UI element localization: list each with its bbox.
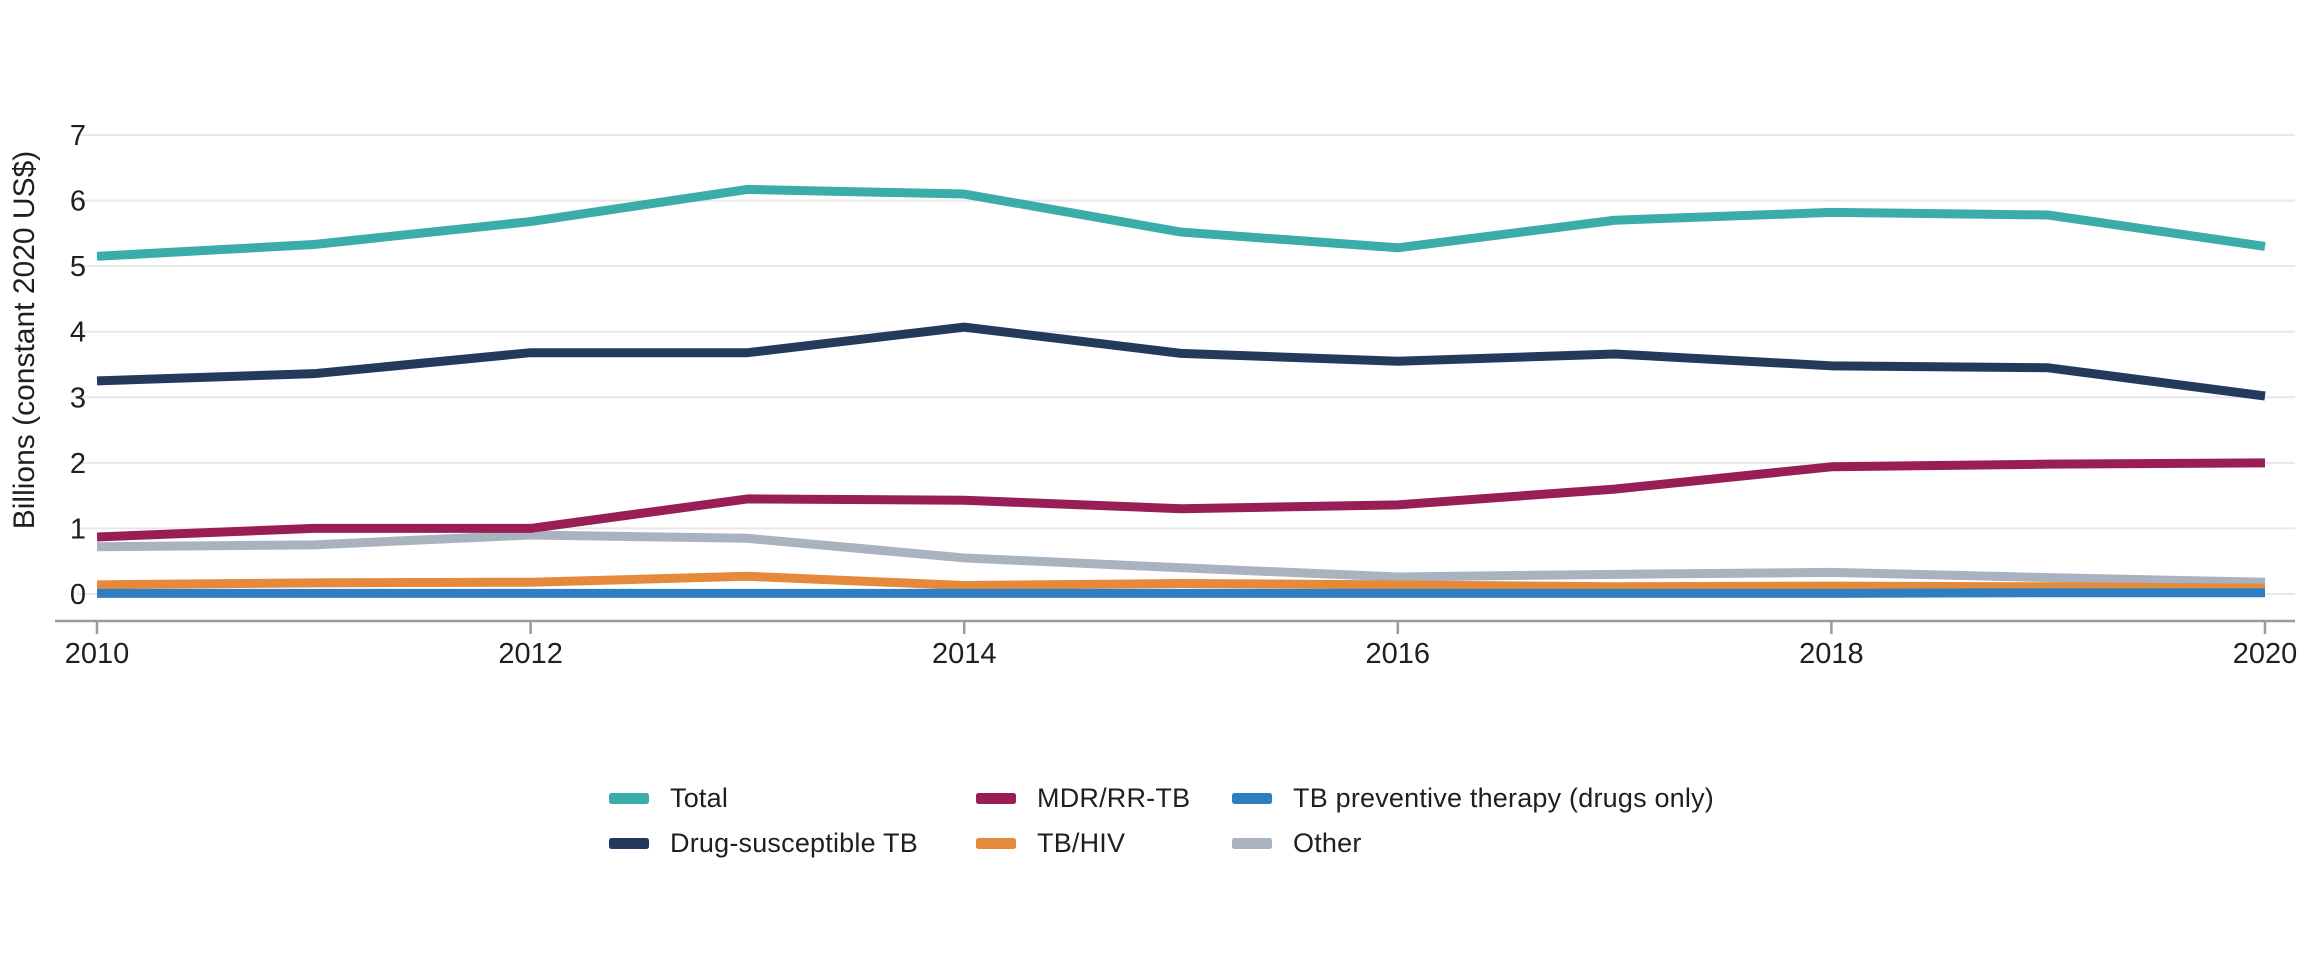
y-tick-label-7: 7 (70, 120, 86, 152)
series-line-total (96, 184, 2266, 261)
legend-item-tb-preventive-therapy-drugs-only: TB preventive therapy (drugs only) (1232, 781, 1714, 815)
legend-swatch-other (1232, 837, 1272, 849)
y-axis-title: Billions (constant 2020 US$) (8, 151, 41, 530)
x-tick-label-2010: 2010 (65, 638, 130, 670)
y-tick-label-4: 4 (70, 317, 86, 349)
tb-spending-line-chart: 0 1 2 3 4 5 6 7 2010 2012 2014 2016 2018 2020 Billions… (8, 120, 2298, 670)
y-tick-label-3: 3 (70, 382, 86, 414)
y-tick-label-2: 2 (70, 448, 86, 480)
legend-swatch-drug-susceptible-tb (609, 837, 649, 849)
legend-item-total: Total (609, 781, 728, 815)
legend-swatch-tb-hiv (976, 837, 1016, 849)
x-tick-label-2018: 2018 (1799, 638, 1864, 670)
legend-label-mdr-rr-tb: MDR/RR-TB (1037, 782, 1191, 813)
series-line-drug-susceptible-tb (96, 322, 2266, 401)
x-axis-ticks-and-labels: 2010 2012 2014 2016 2018 2020 (65, 621, 2298, 670)
series-line-tb-hiv (96, 571, 2266, 593)
series-line-mdr-rr-tb (96, 458, 2266, 542)
legend-item-other: Other (1232, 826, 1362, 860)
legend-label-tb-preventive-therapy-drugs-only: TB preventive therapy (drugs only) (1293, 782, 1714, 813)
x-tick-label-2014: 2014 (932, 638, 997, 670)
legend-label-drug-susceptible-tb: Drug-susceptible TB (670, 827, 918, 858)
legend-swatch-tb-preventive-therapy-drugs-only (1232, 792, 1272, 804)
legend-item-tb-hiv: TB/HIV (976, 826, 1125, 860)
legend-swatch-total (609, 792, 649, 804)
series-line-other (96, 530, 2266, 587)
x-tick-label-2016: 2016 (1366, 638, 1431, 670)
y-tick-label-6: 6 (70, 186, 86, 218)
legend-swatch-mdr-rr-tb (976, 792, 1016, 804)
chart-legend: Total Drug-susceptible TB MDR/RR-TB TB/HIV T… (0, 0, 2304, 858)
x-tick-label-2012: 2012 (498, 638, 563, 670)
y-tick-label-1: 1 (70, 513, 86, 545)
legend-label-tb-hiv: TB/HIV (1037, 827, 1126, 858)
series-line-tb-preventive-therapy-drugs-only (97, 588, 2265, 598)
y-tick-label-0: 0 (70, 579, 86, 611)
y-tick-label-5: 5 (70, 251, 86, 283)
x-tick-label-2020: 2020 (2233, 638, 2298, 670)
legend-label-total: Total (670, 782, 729, 813)
legend-label-other: Other (1293, 827, 1362, 858)
legend-item-drug-susceptible-tb: Drug-susceptible TB (609, 826, 918, 860)
legend-item-mdr-rr-tb: MDR/RR-TB (976, 781, 1190, 815)
y-axis-tick-labels: 0 1 2 3 4 5 6 7 (70, 120, 86, 611)
